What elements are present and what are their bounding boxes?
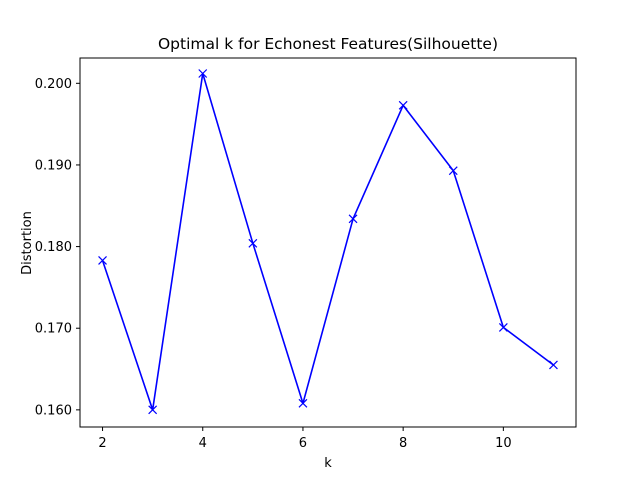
y-axis-label: Distortion	[20, 211, 35, 275]
y-tick-label: 0.160	[35, 403, 72, 418]
data-point-marker	[398, 100, 408, 110]
x-tick-label: 6	[299, 436, 307, 451]
x-tick-label: 4	[199, 436, 207, 451]
data-point-marker	[248, 238, 258, 248]
chart-title: Optimal k for Echonest Features(Silhouet…	[158, 35, 498, 53]
plot-frame	[79, 57, 577, 428]
y-tick-label: 0.190	[35, 158, 72, 173]
y-tick-label: 0.200	[35, 77, 72, 92]
y-axis-ticks: 0.160 0.170 0.180 0.190 0.200	[35, 77, 80, 418]
data-point-marker	[148, 405, 158, 415]
x-tick-label: 8	[399, 436, 407, 451]
x-tick-label: 2	[98, 436, 106, 451]
data-point-marker	[498, 322, 508, 332]
y-tick-label: 0.170	[35, 322, 72, 337]
data-point-marker	[98, 256, 107, 265]
data-point-marker	[298, 398, 308, 408]
y-tick-label: 0.180	[35, 240, 72, 255]
plot-series	[98, 69, 558, 415]
x-axis-ticks: 2 4 6 8 10	[98, 427, 512, 451]
x-tick-label: 10	[495, 436, 512, 451]
data-point-marker	[348, 214, 358, 224]
series-line	[101, 72, 554, 411]
data-point-marker	[448, 166, 458, 176]
x-axis-label: k	[324, 456, 332, 471]
data-point-marker	[549, 360, 558, 370]
data-point-marker	[198, 69, 208, 78]
